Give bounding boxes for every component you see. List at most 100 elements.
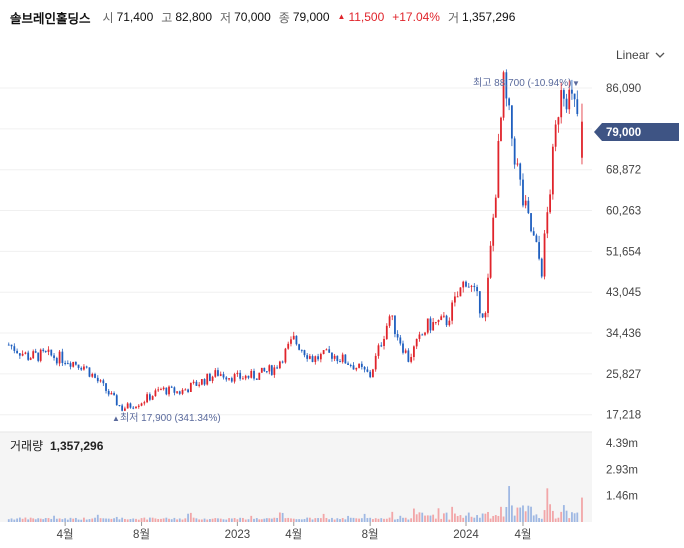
volume-bar bbox=[276, 517, 279, 522]
volume-bar bbox=[209, 519, 211, 522]
volume-bar bbox=[500, 506, 502, 522]
volume-bar bbox=[239, 517, 242, 522]
volume-bar bbox=[432, 514, 435, 522]
volume-bar bbox=[247, 519, 250, 522]
volume-bar bbox=[47, 518, 50, 522]
candle-body bbox=[540, 258, 543, 277]
volume-bar bbox=[170, 519, 173, 522]
volume-bar bbox=[219, 518, 222, 522]
candle-body bbox=[121, 405, 124, 411]
scale-label: Linear bbox=[616, 48, 650, 62]
volume-bar bbox=[530, 506, 532, 522]
volume-bar bbox=[42, 519, 45, 522]
volume-bar bbox=[115, 516, 118, 522]
volume-bar bbox=[565, 510, 568, 522]
candle-body bbox=[442, 315, 445, 317]
candle-body bbox=[146, 394, 148, 403]
volume-bar bbox=[253, 518, 255, 522]
candle-body bbox=[287, 343, 290, 349]
volume-bar bbox=[560, 511, 563, 522]
candle-body bbox=[214, 370, 217, 377]
candle-body bbox=[453, 296, 456, 303]
volume-bar bbox=[189, 512, 192, 522]
volume-bar bbox=[424, 515, 426, 522]
volume-bar bbox=[437, 508, 440, 522]
candle-body bbox=[102, 380, 105, 384]
candle-body bbox=[383, 338, 385, 346]
volume-bar bbox=[225, 519, 228, 522]
time-tick-label: 4월 bbox=[285, 528, 302, 541]
volume-bar bbox=[418, 512, 421, 522]
candle-body bbox=[47, 349, 50, 352]
volume-bar bbox=[110, 518, 113, 522]
candle-body bbox=[476, 287, 478, 292]
volume-bar bbox=[74, 517, 77, 522]
candle-body bbox=[349, 365, 352, 367]
candle-body bbox=[258, 372, 261, 380]
time-tick-label: 8월 bbox=[133, 528, 150, 541]
candle-body bbox=[165, 387, 168, 395]
volume-bar bbox=[497, 515, 500, 522]
high-label: 고 bbox=[161, 10, 173, 25]
candle-body bbox=[418, 334, 421, 339]
candle-body bbox=[399, 337, 402, 344]
candle-body bbox=[363, 366, 366, 370]
volume-bar bbox=[388, 517, 391, 522]
candle-body bbox=[440, 316, 443, 320]
volume-bar bbox=[148, 517, 151, 522]
candle-body bbox=[135, 406, 137, 409]
volume-bar bbox=[524, 511, 527, 522]
volume-bar bbox=[358, 518, 360, 522]
volume-bar bbox=[258, 519, 261, 522]
scale-selector[interactable]: Linear bbox=[616, 48, 665, 62]
candle-body bbox=[437, 319, 440, 323]
candle-body bbox=[137, 405, 140, 407]
candle-body bbox=[80, 367, 83, 370]
volume-bar bbox=[200, 519, 203, 522]
volume-bar bbox=[451, 506, 454, 522]
candle-body bbox=[565, 98, 568, 110]
volume-bar bbox=[325, 517, 328, 522]
volume-bar bbox=[233, 518, 236, 522]
volume-bar bbox=[352, 517, 355, 522]
volume-bar bbox=[192, 517, 195, 522]
volume-bar bbox=[571, 512, 573, 522]
volume-bar bbox=[349, 517, 352, 522]
candle-body bbox=[21, 353, 24, 356]
volume-bar bbox=[516, 507, 519, 522]
volume-bar bbox=[242, 517, 244, 522]
volume-title-value: 1,357,296 bbox=[50, 439, 104, 453]
candle-body bbox=[394, 315, 396, 335]
volume-bar bbox=[135, 518, 137, 522]
time-tick-label: 2024 bbox=[453, 529, 479, 541]
volume-bar bbox=[260, 519, 263, 522]
candle-body bbox=[513, 138, 516, 165]
volume-bar bbox=[308, 517, 311, 522]
high-value: 82,800 bbox=[175, 10, 213, 24]
volume-bar bbox=[502, 516, 505, 522]
volume-bar bbox=[467, 512, 470, 522]
volume-bar bbox=[532, 515, 535, 522]
volume-bar bbox=[113, 518, 115, 522]
candle-body bbox=[451, 302, 454, 321]
candle-body bbox=[187, 389, 189, 393]
volume-bar bbox=[543, 510, 546, 522]
candle-body bbox=[445, 315, 448, 326]
volume-bar bbox=[355, 518, 358, 522]
volume-bar bbox=[64, 518, 67, 522]
volume-title: 거래량 bbox=[10, 439, 43, 453]
volume-bar bbox=[206, 519, 209, 522]
volume-bar bbox=[383, 518, 385, 522]
stock-header: 솔브레인홀딩스 시 71,400 고 82,800 저 70,000 종 79,… bbox=[10, 8, 523, 26]
candle-body bbox=[170, 386, 173, 388]
candle-body bbox=[341, 354, 344, 362]
candle-body bbox=[58, 351, 61, 364]
volume-bar bbox=[137, 519, 140, 522]
volume-bar bbox=[154, 518, 157, 522]
candle-body bbox=[478, 291, 481, 314]
candle-body bbox=[200, 379, 203, 385]
candle-body bbox=[568, 89, 571, 110]
time-axis: 4월 8월 2023 4월 8월 2024 4월 bbox=[57, 522, 531, 541]
candle-body bbox=[211, 376, 214, 381]
volume-bar bbox=[85, 519, 88, 522]
